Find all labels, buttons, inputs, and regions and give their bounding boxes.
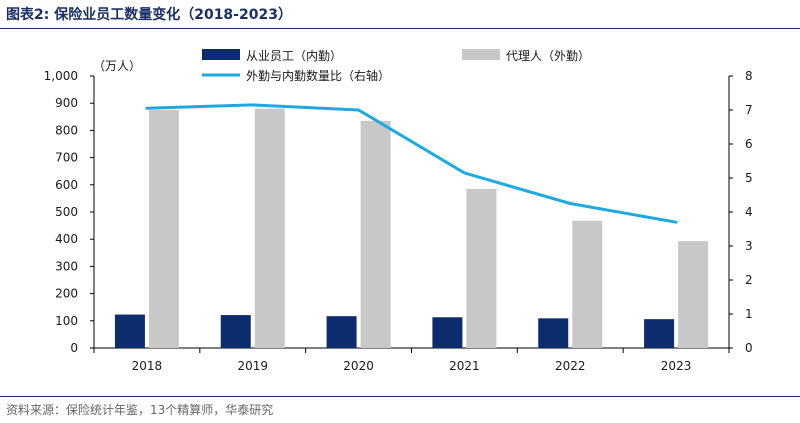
left-tick-label: 900 [55,96,78,110]
legend-label-employees: 从业员工（内勤） [246,49,342,63]
bar-agents [466,188,497,348]
legend-swatch-employees [202,49,240,60]
bar-employees [114,314,145,348]
x-tick-label: 2020 [343,359,374,373]
chart-title: 图表2: 保险业员工数量变化（2018-2023） [6,7,292,23]
right-tick-label: 8 [745,69,753,83]
bar-agents [572,220,603,348]
legend-swatch-agents [462,49,500,60]
left-tick-label: 200 [55,287,78,301]
y-axis-unit: （万人） [93,59,141,73]
right-tick-label: 6 [745,137,753,151]
right-tick-label: 3 [745,239,753,253]
bars [114,108,709,348]
ratio-line [145,103,678,224]
left-tick-label: 1,000 [44,69,78,83]
right-tick-label: 7 [745,103,753,117]
title-divider [0,28,800,29]
bar-agents [148,110,179,348]
right-tick-label: 5 [745,171,753,185]
left-tick-label: 400 [55,232,78,246]
left-tick-label: 100 [55,314,78,328]
left-tick-label: 600 [55,178,78,192]
bar-employees [220,315,251,348]
x-tick-label: 2019 [237,359,268,373]
chart: 从业员工（内勤） 代理人（外勤）外勤与内勤数量比（右轴） （万人） 0100200… [44,49,753,373]
axes: 0 100 200 300 400 500 600 700 800 900 1,000 0 1 2 3 4 5 6… [44,69,753,373]
bar-employees [326,316,357,348]
bar-employees [644,319,675,348]
x-tick-label: 2021 [449,359,480,373]
right-tick-label: 0 [745,341,753,355]
legend-label-agents: 代理人（外勤） [506,49,590,63]
bar-agents [254,108,285,348]
bar-agents [678,241,709,348]
bar-agents [360,120,391,348]
x-tick-label: 2022 [555,359,586,373]
left-tick-label: 500 [55,205,78,219]
legend: 从业员工（内勤） 代理人（外勤） 外勤与内勤数量比（右轴） [202,49,590,83]
left-tick-label: 700 [55,151,78,165]
left-tick-label: 800 [55,123,78,137]
right-tick-label: 4 [745,205,753,219]
ratio-series-line [145,103,678,224]
source-note: 资料来源：保险统计年鉴，13个精算师，华泰研究 [6,403,274,417]
right-tick-label: 2 [745,273,753,287]
right-tick-label: 1 [745,307,753,321]
bar-employees [432,317,463,348]
bar-employees [538,318,569,348]
x-tick-label: 2018 [132,359,163,373]
left-tick-label: 0 [70,341,78,355]
legend-label-ratio: 外勤与内勤数量比（右轴） [246,68,390,83]
x-tick-label: 2023 [661,359,692,373]
left-tick-label: 300 [55,259,78,273]
footer-divider [0,396,800,397]
